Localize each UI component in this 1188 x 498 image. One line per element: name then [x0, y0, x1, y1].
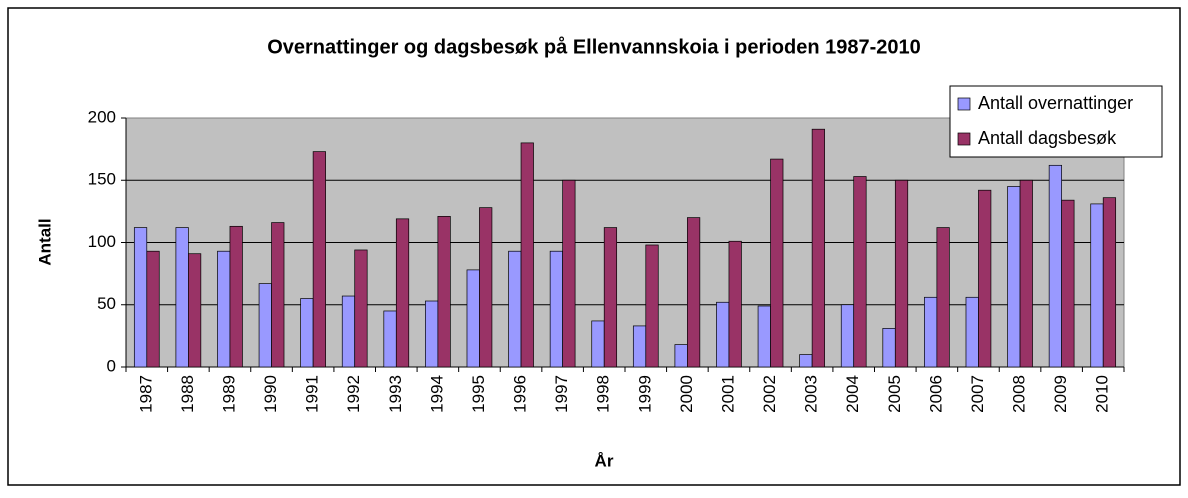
- bar: [437, 216, 451, 368]
- x-tick-label: 2003: [802, 375, 821, 413]
- x-tick-label: 2007: [968, 375, 987, 413]
- legend-swatch: [957, 132, 971, 146]
- legend-label: Antall dagsbesøk: [978, 128, 1117, 148]
- legend-box: [949, 85, 1163, 158]
- bar: [645, 244, 659, 368]
- bar: [924, 296, 938, 368]
- bar: [354, 249, 368, 368]
- x-tick-label: 2000: [677, 375, 696, 413]
- bar: [716, 301, 730, 368]
- bar: [965, 296, 979, 368]
- bar: [894, 179, 909, 368]
- bar: [133, 227, 148, 368]
- x-tick-label: 1997: [552, 375, 571, 413]
- bar: [840, 304, 855, 368]
- bar: [271, 222, 285, 368]
- x-tick-label: 1987: [136, 375, 155, 413]
- bar: [466, 269, 480, 368]
- chart-title: Overnattinger og dagsbesøk på Ellenvanns…: [267, 35, 921, 58]
- bar: [1090, 203, 1104, 368]
- legend-swatch: [957, 97, 971, 111]
- bar: [479, 207, 493, 368]
- y-tick-label: 150: [88, 170, 116, 189]
- bar: [312, 151, 326, 368]
- y-tick-label: 200: [88, 107, 116, 126]
- bar: [603, 227, 618, 368]
- bar: [882, 328, 896, 368]
- x-tick-label: 2008: [1010, 375, 1029, 413]
- x-tick-label: 2010: [1093, 375, 1112, 413]
- bar: [549, 250, 563, 368]
- bar: [188, 253, 202, 368]
- x-tick-label: 2002: [760, 375, 779, 413]
- bar: [1019, 179, 1033, 368]
- bar: [687, 217, 701, 368]
- bar: [229, 225, 243, 368]
- bar: [936, 227, 950, 368]
- x-tick-label: 1996: [511, 375, 530, 413]
- bar: [258, 283, 272, 368]
- bar: [175, 227, 189, 368]
- bar: [1061, 199, 1075, 368]
- bar: [508, 250, 522, 368]
- x-tick-label: 2009: [1051, 375, 1070, 413]
- bar: [674, 344, 688, 368]
- bar: [757, 305, 771, 368]
- x-tick-label: 1999: [635, 375, 654, 413]
- x-tick-label: 1994: [427, 375, 446, 413]
- bar: [811, 128, 825, 368]
- x-tick-label: 2005: [885, 375, 904, 413]
- bar: [395, 218, 410, 368]
- legend-label: Antall overnattinger: [978, 93, 1133, 113]
- x-tick-label: 1998: [594, 375, 613, 413]
- bar: [1048, 164, 1062, 368]
- bar: [978, 189, 992, 368]
- bar: [728, 240, 742, 368]
- y-tick-label: 100: [88, 232, 116, 251]
- bar: [146, 250, 160, 368]
- bar: [383, 310, 397, 368]
- y-axis-label: Antall: [35, 218, 54, 265]
- x-tick-label: 2001: [718, 375, 737, 413]
- x-tick-label: 2004: [843, 375, 862, 413]
- x-tick-label: 1991: [303, 375, 322, 413]
- bar: [591, 320, 605, 368]
- bar: [853, 176, 867, 368]
- y-tick-label: 0: [107, 356, 116, 375]
- x-tick-label: 1990: [261, 375, 280, 413]
- bar: [1007, 186, 1021, 368]
- y-tick-label: 50: [97, 294, 116, 313]
- bar: [799, 354, 813, 368]
- bar: [217, 250, 231, 368]
- x-tick-label: 1989: [219, 375, 238, 413]
- bar: [562, 179, 576, 368]
- x-tick-label: 1992: [344, 375, 363, 413]
- x-tick-label: 2006: [926, 375, 945, 413]
- bar: [300, 298, 314, 368]
- bar: [632, 325, 647, 368]
- bar: [520, 142, 534, 368]
- bar: [341, 295, 356, 368]
- bar: [425, 300, 439, 368]
- bar: [1102, 197, 1117, 368]
- x-tick-label: 1995: [469, 375, 488, 413]
- x-tick-label: 1988: [178, 375, 197, 413]
- bar: [770, 158, 784, 368]
- x-axis-label: År: [595, 451, 614, 470]
- x-tick-label: 1993: [386, 375, 405, 413]
